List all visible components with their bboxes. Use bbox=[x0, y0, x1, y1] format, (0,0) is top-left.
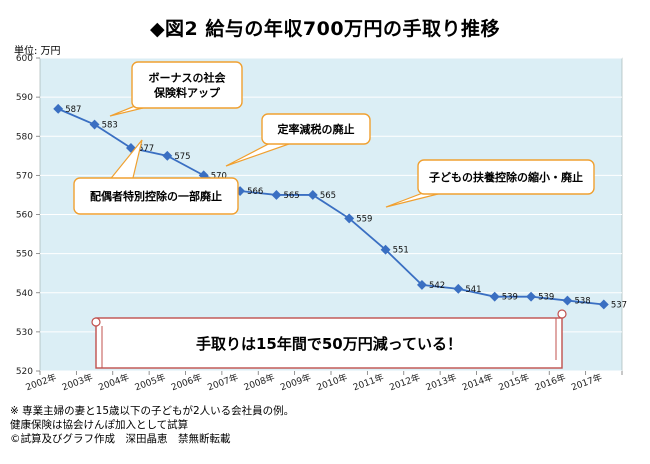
data-label: 538 bbox=[574, 297, 590, 307]
callout-text: ボーナスの社会 bbox=[149, 71, 227, 85]
data-label: 577 bbox=[138, 144, 154, 154]
banner-box bbox=[95, 317, 563, 369]
data-label: 539 bbox=[502, 293, 518, 303]
y-tick-label: 540 bbox=[16, 289, 33, 299]
x-tick-label: 2010年 bbox=[315, 371, 349, 393]
x-tick-label: 2003年 bbox=[60, 371, 94, 393]
data-label: 575 bbox=[174, 152, 190, 162]
page-title: ◆図2 給与の年収700万円の手取り推移 bbox=[149, 18, 501, 40]
x-tick-label: 2015年 bbox=[497, 371, 531, 393]
data-label: 551 bbox=[393, 246, 409, 256]
data-label: 542 bbox=[429, 281, 445, 291]
x-tick-label: 2012年 bbox=[388, 371, 422, 393]
x-tick-label: 2009年 bbox=[279, 371, 313, 393]
x-tick-label: 2014年 bbox=[460, 371, 494, 393]
x-tick-label: 2005年 bbox=[133, 371, 167, 393]
x-tick-label: 2016年 bbox=[533, 371, 567, 393]
y-tick-label: 580 bbox=[16, 132, 33, 142]
callout-box bbox=[131, 61, 243, 109]
data-label: 565 bbox=[283, 191, 299, 201]
data-point bbox=[53, 103, 64, 114]
data-label: 565 bbox=[320, 191, 336, 201]
y-tick-label: 550 bbox=[16, 250, 33, 260]
y-tick-label: 520 bbox=[16, 367, 33, 377]
callout-text: 子どもの扶養控除の縮小・廃止 bbox=[429, 170, 583, 184]
x-tick-label: 2007年 bbox=[206, 371, 240, 393]
series-line bbox=[57, 108, 604, 306]
banner-curl-right bbox=[557, 309, 567, 319]
y-tick-label: 530 bbox=[16, 328, 33, 338]
data-label: 541 bbox=[465, 285, 481, 295]
x-tick-label: 2011年 bbox=[351, 371, 385, 393]
y-tick-label: 560 bbox=[16, 211, 33, 221]
callout-text: 定率減税の廃止 bbox=[278, 122, 355, 136]
callout-box bbox=[261, 113, 371, 145]
callout-box bbox=[73, 177, 239, 215]
unit-label: 単位: 万円 bbox=[14, 46, 61, 57]
data-point bbox=[453, 283, 464, 294]
banner-text: 手取りは15年間で50万円減っている！ bbox=[196, 335, 462, 353]
data-point bbox=[380, 244, 391, 255]
footnote-1: ※ 専業主婦の妻と15歳以下の子どもが2人いる会社員の例。 bbox=[10, 405, 295, 417]
y-tick-label: 570 bbox=[16, 171, 33, 181]
x-tick-label: 2013年 bbox=[424, 371, 458, 393]
x-tick-label: 2008年 bbox=[242, 371, 276, 393]
data-point bbox=[489, 291, 500, 302]
data-point bbox=[598, 299, 609, 310]
data-point bbox=[416, 279, 427, 290]
banner-curl-left bbox=[91, 317, 101, 327]
data-label: 539 bbox=[538, 293, 554, 303]
data-label: 537 bbox=[611, 300, 627, 310]
footnote-2: 健康保険は協会けんぽ加入として試算 bbox=[10, 419, 189, 431]
data-label: 583 bbox=[102, 121, 118, 131]
data-point bbox=[89, 119, 100, 130]
y-tick-label: 600 bbox=[16, 54, 33, 64]
x-tick-label: 2017年 bbox=[570, 371, 604, 393]
data-label: 566 bbox=[247, 187, 263, 197]
data-point bbox=[307, 189, 318, 200]
data-point bbox=[562, 295, 573, 306]
x-tick-label: 2006年 bbox=[169, 371, 203, 393]
data-label: 587 bbox=[65, 105, 81, 115]
y-tick-label: 590 bbox=[16, 93, 33, 103]
x-tick-label: 2004年 bbox=[97, 371, 131, 393]
callout-text: 配偶者特別控除の一部廃止 bbox=[90, 189, 222, 203]
footnote-3: ©試算及びグラフ作成 深田晶恵 禁無断転載 bbox=[10, 433, 231, 445]
data-point bbox=[344, 213, 355, 224]
data-label: 570 bbox=[211, 171, 227, 181]
callout-box bbox=[417, 159, 595, 195]
data-point bbox=[162, 150, 173, 161]
callout-text: 保険料アップ bbox=[153, 86, 221, 100]
data-label: 559 bbox=[356, 214, 372, 224]
data-point bbox=[271, 189, 282, 200]
data-point bbox=[526, 291, 537, 302]
